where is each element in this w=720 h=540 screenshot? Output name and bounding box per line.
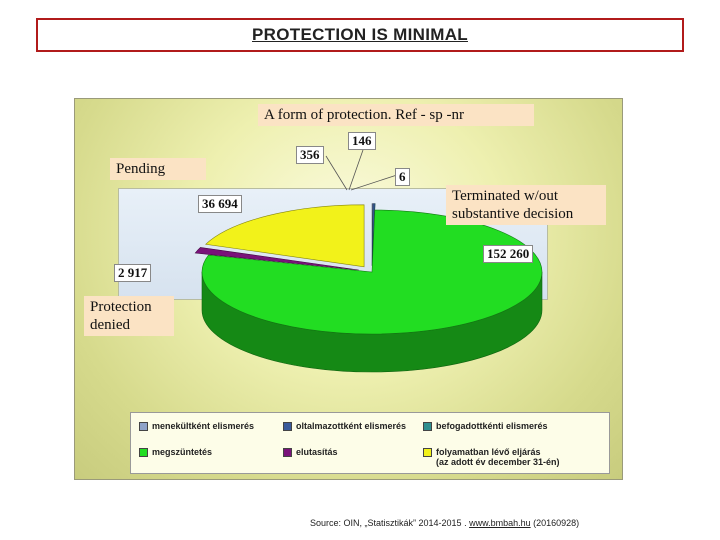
value-label-356: 356 xyxy=(296,146,324,164)
legend-swatch xyxy=(283,448,292,457)
legend-label: befogadottkénti elismerés xyxy=(436,421,548,431)
legend-item: oltalmazottként elismerés xyxy=(283,421,406,431)
legend-item: folyamatban lévő eljárás (az adott év de… xyxy=(423,447,560,467)
value-label-2917: 2 917 xyxy=(114,264,152,282)
title-box: PROTECTION IS MINIMAL xyxy=(36,18,684,52)
leader-line xyxy=(350,173,401,191)
legend-swatch xyxy=(139,448,148,457)
legend-label: menekültként elismerés xyxy=(152,421,255,431)
annotation-terminated: Terminated w/out substantive decision xyxy=(446,185,606,225)
legend-label: elutasítás xyxy=(296,447,338,457)
legend-item: befogadottkénti elismerés xyxy=(423,421,548,431)
legend-label: oltalmazottként elismerés xyxy=(296,421,407,431)
source-note: Source: OIN, „Statisztikák” 2014-2015 . … xyxy=(310,518,580,528)
value-label-36694: 36 694 xyxy=(198,195,242,213)
legend-item: megszüntetés xyxy=(139,447,212,457)
legend-item: elutasítás xyxy=(283,447,338,457)
legend-label: folyamatban lévő eljárás (az adott év de… xyxy=(436,447,560,467)
pie-slice xyxy=(194,247,359,271)
leader-line xyxy=(348,149,364,191)
annotation-denied: Protection denied xyxy=(84,296,174,336)
pie-slice xyxy=(201,209,543,335)
pie-slices xyxy=(194,203,543,373)
legend-swatch xyxy=(139,422,148,431)
annotation-pending: Pending xyxy=(110,158,206,180)
chart-legend: menekültként elismerés oltalmazottként e… xyxy=(130,412,610,474)
legend-label: megszüntetés xyxy=(152,447,213,457)
legend-swatch xyxy=(283,422,292,431)
value-label-6: 6 xyxy=(395,168,410,186)
legend-swatch xyxy=(423,422,432,431)
leader-line xyxy=(325,155,348,191)
source-link[interactable]: www.bmbah.hu xyxy=(469,518,531,528)
legend-item: menekültként elismerés xyxy=(139,421,254,431)
value-label-152260: 152 260 xyxy=(483,245,534,263)
legend-swatch xyxy=(423,448,432,457)
pie-slice xyxy=(205,204,365,268)
value-label-146: 146 xyxy=(348,132,376,150)
annotation-protection-form: A form of protection. Ref - sp -nr xyxy=(258,104,534,126)
page-title: PROTECTION IS MINIMAL xyxy=(252,25,468,44)
